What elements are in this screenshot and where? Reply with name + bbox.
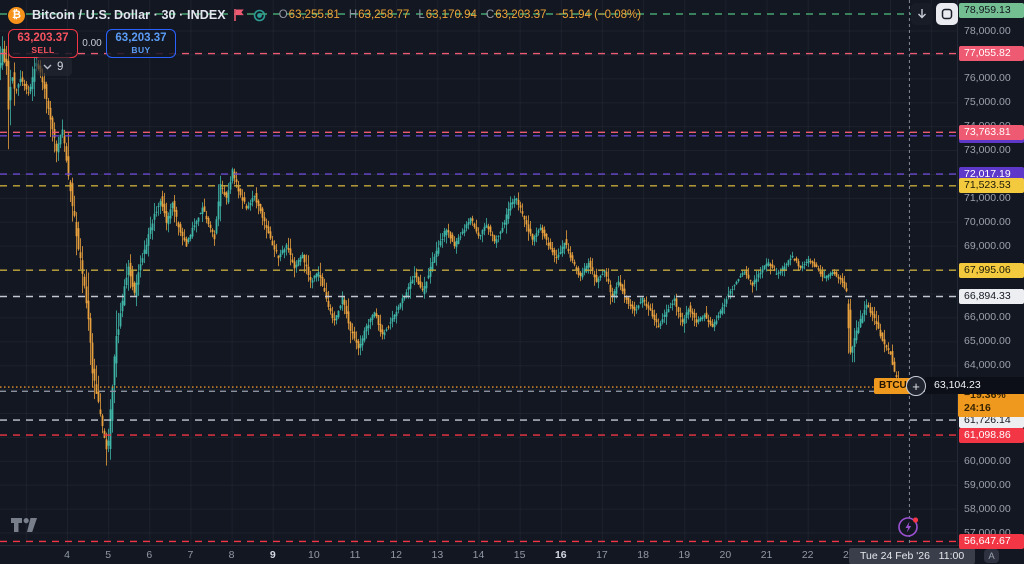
flag-icon[interactable] [233,8,246,22]
indicators-count: 9 [57,60,64,73]
time-label: 7 [187,549,194,561]
price-axis[interactable]: 78,000.0076,000.0075,000.0074,000.0073,0… [957,0,1024,549]
price-level-label: 73,763.81 [959,124,1024,140]
crosshair-time-tooltip: Tue 24 Feb '26 11:00 [849,547,976,564]
time-label: 18 [637,549,649,561]
price-tick: 71,000.00 [964,191,1011,204]
time-label: 8 [228,549,235,561]
price-level-label: 66,894.33 [959,288,1024,304]
time-label: 6 [146,549,153,561]
price-tick: 66,000.00 [964,311,1011,324]
price-level-label: 78,959.13 [959,2,1024,18]
market-status-icon[interactable] [253,9,266,22]
open-value: 63,255.81 [288,9,340,21]
maximize-chart-button[interactable] [936,3,958,25]
price-tick: 70,000.00 [964,215,1011,228]
sell-price: 63,203.37 [17,31,69,44]
change-value: −51.94 (−0.08%) [555,9,642,21]
arrow-down-icon [918,8,926,18]
symbol-price-badge: BTCU [874,377,912,394]
header-toolbar [911,3,958,25]
time-label: 20 [719,549,732,561]
low-value: 63,170.94 [425,9,477,21]
price-level-label: 71,523.53 [959,178,1024,194]
price-tick: 69,000.00 [964,239,1011,252]
price-tick: 64,000.00 [964,359,1011,372]
down-candle-wicks [4,40,899,466]
time-label: 22 [801,549,814,561]
chart-canvas[interactable] [0,0,957,545]
spread-value: 0.00 [82,38,102,49]
time-label: 9 [269,549,276,561]
sell-button[interactable]: 63,203.37 SELL [8,29,78,58]
time-label: 21 [760,549,773,561]
time-label: 12 [390,549,403,561]
time-label: 11 [349,549,361,561]
time-label: 17 [596,549,608,561]
bar-countdown: 24:16 [964,401,991,414]
chevron-down-icon [43,64,52,69]
high-value: 63,258.77 [358,9,410,21]
bitcoin-icon: ₿ [8,6,25,24]
add-alert-plus-icon[interactable]: + [906,376,926,396]
time-label: 4 [64,549,70,561]
time-label: 15 [513,549,526,561]
auto-scale-button[interactable]: A [984,549,999,563]
price-tick: 58,000.00 [964,502,1011,515]
time-label: 10 [308,549,320,561]
price-tick: 76,000.00 [964,72,1011,85]
rounded-square-icon [941,8,953,20]
price-tick: 60,000.00 [964,454,1011,467]
price-tick: 65,000.00 [964,335,1011,348]
symbol-title[interactable]: Bitcoin / U.S. Dollar · 30 · INDEX [32,8,226,22]
time-label: 23 [843,549,855,561]
price-level-label: 56,647.67 [959,533,1024,549]
alert-lightning-icon[interactable] [897,515,920,538]
trade-panel: 63,203.37 SELL 0.00 63,203.37 BUY [8,29,176,58]
chart-header: ₿ Bitcoin / U.S. Dollar · 30 · INDEX O63… [8,5,641,25]
current-price-label: 63,104.23 [925,377,1024,394]
price-level-label: 77,055.82 [959,46,1024,62]
price-tick: 59,000.00 [964,478,1011,491]
down-candle-bodies [3,48,900,450]
time-label: 14 [472,549,485,561]
indicators-collapse-badge[interactable]: 9 [36,57,73,76]
download-button[interactable] [911,3,933,25]
price-tick: 73,000.00 [964,144,1011,157]
buy-button[interactable]: 63,203.37 BUY [106,29,176,58]
time-label: 16 [554,549,567,561]
price-tick: 75,000.00 [964,96,1011,109]
time-label: 5 [105,549,112,561]
time-label: 19 [678,549,691,561]
tradingview-logo[interactable] [10,516,40,534]
up-candle-wicks [0,36,905,460]
price-level-label: 67,995.06 [959,262,1024,278]
ohlc-readout: O63,255.81 H63,258.77 L63,170.94 C63,203… [278,9,642,21]
price-tick: 78,000.00 [964,24,1011,37]
price-level-label: 72,017.19 [959,166,1024,182]
buy-price: 63,203.37 [115,31,167,44]
price-level-label: 61,098.86 [959,427,1024,443]
time-axis[interactable]: Tue 24 Feb '26 11:00 A 4 5 6 7 8 9 10 11 12 13 14 1… [0,545,1024,564]
up-candle-bodies [0,48,906,449]
close-value: 63,203.37 [495,9,547,21]
time-label: 13 [431,549,444,561]
